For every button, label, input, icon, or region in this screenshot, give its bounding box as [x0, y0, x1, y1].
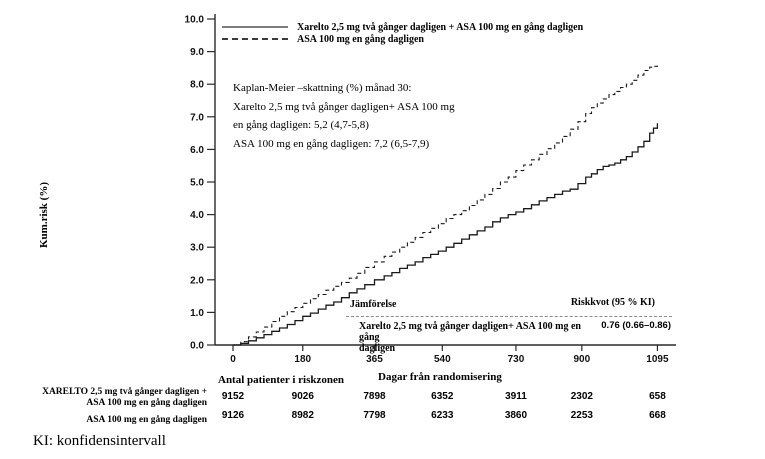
x-tick-label: 1095 [646, 354, 669, 365]
y-tick-label: 4.0 [190, 210, 204, 221]
risk-count-cell: 3911 [505, 391, 527, 402]
risk-count-cell: 2302 [570, 391, 593, 402]
km-estimate-line-1: Kaplan-Meier –skattning (%) månad 30: [233, 82, 412, 94]
dashed-line-sample-icon [222, 38, 288, 40]
y-axis-title: Kum.risk (%) [38, 182, 50, 248]
y-tick-label: 3.0 [190, 243, 204, 254]
risk-count-cell: 7798 [363, 410, 386, 421]
risk-count-cell: 9126 [221, 410, 245, 421]
risk-count-cell: 6352 [431, 391, 454, 402]
x-tick-label: 900 [573, 354, 590, 365]
comparison-separator [346, 316, 672, 317]
xarelto-asa-curve [233, 123, 659, 346]
risk-count-cell: 9026 [291, 391, 314, 402]
km-estimate-line-2: Xarelto 2,5 mg två gånger dagligen+ ASA … [233, 100, 455, 113]
y-tick-label: 2.0 [190, 275, 204, 286]
y-tick-label: 6.0 [190, 145, 204, 156]
comparison-header: Jämförelse [350, 299, 397, 310]
risk-count-cell: 3860 [504, 410, 528, 421]
legend-label-asa: ASA 100 mg en gång dagligen [297, 33, 424, 45]
risk-count-cell: 8982 [291, 410, 314, 421]
km-estimate-line-4: ASA 100 mg en gång dagligen: 7,2 (6,5-7,… [233, 137, 430, 150]
x-tick-label: 180 [294, 354, 311, 365]
legend-label-xarelto: Xarelto 2,5 mg två gånger dagligen + ASA… [297, 21, 584, 33]
risk-count-cell: 2253 [570, 410, 593, 421]
risk-count-cell: 7898 [363, 391, 386, 402]
y-tick-label: 5.0 [190, 178, 204, 189]
risk-table-title: Antal patienter i riskzonen [218, 374, 344, 386]
y-tick-label: 10.0 [185, 15, 205, 26]
km-estimate-annotation: Kaplan-Meier –skattning (%) månad 30: Xa… [233, 79, 455, 153]
risk-ratio-value: 0.76 (0.66–0.86) [601, 320, 671, 331]
x-tick-label: 540 [434, 354, 451, 365]
x-tick-label: 0 [230, 354, 236, 365]
km-estimate-line-3: en gång dagligen: 5,2 (4,7-5,8) [233, 119, 369, 131]
asa-curve [233, 65, 658, 346]
legend-item-xarelto: Xarelto 2,5 mg två gånger dagligen + ASA… [222, 21, 583, 33]
y-tick-label: 7.0 [190, 112, 204, 123]
risk-row-label-xarelto: XARELTO 2,5 mg två gånger dagligen + ASA… [42, 387, 207, 408]
x-tick-label: 730 [508, 354, 525, 365]
comparison-row-label: Xarelto 2,5 mg två gånger dagligen+ ASA … [359, 321, 581, 354]
risk-ratio-header: Riskkvot (95 % KI) [570, 297, 655, 308]
y-tick-label: 8.0 [190, 80, 204, 91]
risk-count-cell: 6233 [431, 410, 454, 421]
abbreviation-footnote: KI: konfidensintervall [33, 433, 166, 449]
solid-line-sample-icon [222, 26, 288, 28]
risk-count-cell: 668 [649, 410, 666, 421]
risk-count-cell: 9152 [221, 391, 245, 402]
y-tick-label: 1.0 [190, 308, 204, 319]
legend-item-asa: ASA 100 mg en gång dagligen [222, 33, 424, 45]
y-tick-label: 0.0 [190, 341, 204, 352]
x-axis-title: Dagar från randomisering [378, 371, 502, 383]
risk-row-label-asa: ASA 100 mg en gång dagligen [86, 415, 207, 425]
x-tick-label: 365 [366, 354, 383, 365]
risk-count-cell: 658 [649, 391, 666, 402]
y-tick-label: 9.0 [190, 47, 204, 58]
